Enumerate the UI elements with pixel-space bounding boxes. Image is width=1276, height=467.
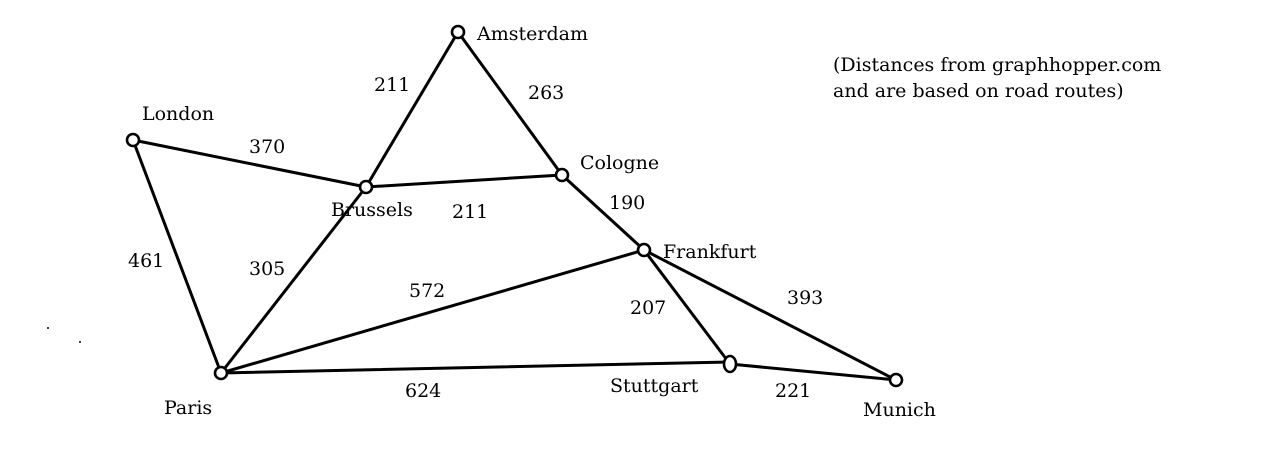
stray-dot [79, 341, 81, 343]
source-note-line-2: and are based on road routes) [833, 80, 1124, 102]
node-amsterdam [450, 24, 466, 40]
edge-london-brussels [131, 138, 368, 189]
distance-label: 393 [787, 287, 823, 309]
distance-label: 370 [249, 136, 285, 158]
distance-label: 572 [409, 280, 445, 302]
node-cologne [554, 167, 570, 183]
city-label-london: London [142, 103, 214, 125]
distance-label: 305 [249, 258, 285, 280]
distance-label: 211 [374, 74, 410, 96]
distance-label: 624 [405, 380, 441, 402]
distance-label: 461 [128, 250, 164, 272]
city-label-brussels: Brussels [331, 199, 413, 221]
edge-amsterdam-cologne [456, 30, 564, 177]
city-label-amsterdam: Amsterdam [476, 23, 588, 45]
node-stuttgart [722, 354, 738, 374]
edge-brussels-cologne [364, 173, 564, 189]
stray-dot [47, 327, 49, 329]
edge-amsterdam-brussels [364, 30, 460, 189]
city-label-stuttgart: Stuttgart [610, 375, 699, 397]
source-note-line-1: (Distances from graphhopper.com [833, 54, 1162, 76]
distance-label: 190 [609, 192, 645, 214]
city-label-frankfurt: Frankfurt [663, 241, 757, 263]
node-munich [888, 372, 904, 388]
edge-frankfurt-munich [642, 248, 898, 382]
node-frankfurt [636, 242, 652, 258]
city-label-munich: Munich [863, 399, 936, 421]
edge-london-paris [131, 138, 223, 375]
node-paris [213, 365, 229, 381]
node-london [125, 132, 141, 148]
edge-cologne-frankfurt [560, 173, 646, 252]
edge-stuttgart-munich [728, 362, 898, 382]
node-brussels [358, 179, 374, 195]
edge-paris-stuttgart [219, 360, 732, 375]
city-label-cologne: Cologne [580, 152, 659, 174]
city-label-paris: Paris [164, 397, 212, 419]
distance-label: 221 [775, 380, 811, 402]
source-note: (Distances from graphhopper.com and are … [833, 52, 1161, 104]
edge-brussels-paris [219, 185, 368, 375]
edge-frankfurt-stuttgart [642, 248, 732, 366]
edge-paris-frankfurt [219, 248, 646, 375]
distance-label: 207 [630, 297, 666, 319]
distance-label: 211 [452, 201, 488, 223]
distance-label: 263 [528, 82, 564, 104]
